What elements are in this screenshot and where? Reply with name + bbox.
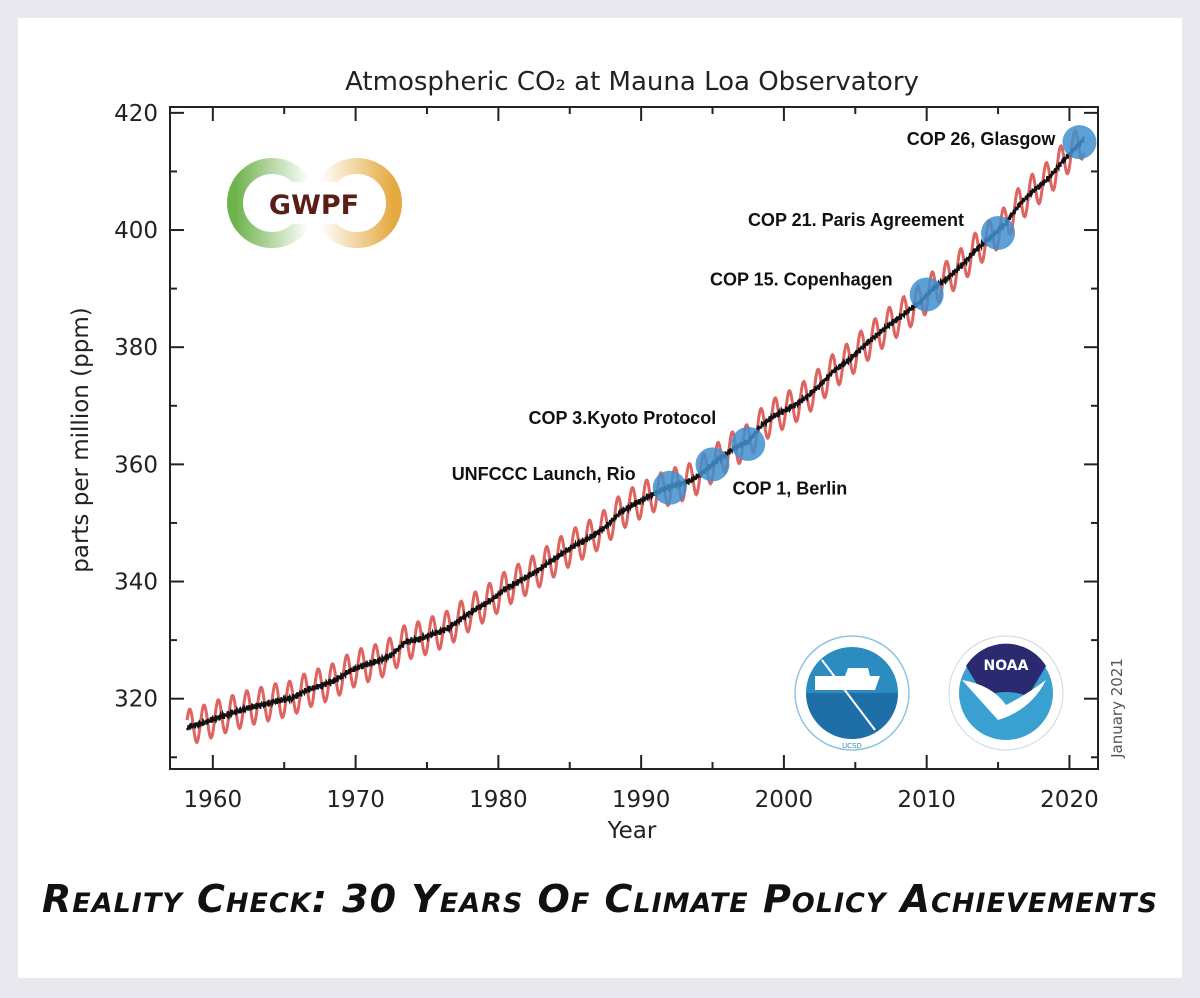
plot-frame	[169, 106, 1099, 770]
date-note: January 2021	[1108, 658, 1126, 759]
annotation-marker	[1062, 125, 1097, 160]
x-tick-label: 1960	[184, 787, 243, 813]
y-tick-label: 320	[114, 687, 158, 713]
y-tick-label: 380	[114, 335, 158, 361]
x-tick-label: 1980	[469, 787, 528, 813]
noaa-logo: NOAA	[948, 635, 1064, 751]
annotation-marker	[695, 447, 730, 482]
y-tick-label: 340	[114, 570, 158, 596]
y-axis-label: parts per million (ppm)	[68, 307, 94, 572]
gwpf-logo: GWPF	[227, 158, 402, 248]
x-tick-label: 1970	[326, 787, 385, 813]
annotation-label: COP 15. Copenhagen	[710, 269, 893, 289]
noaa-logo-text: NOAA	[984, 658, 1029, 674]
annotation-label: COP 26, Glasgow	[907, 129, 1057, 149]
x-tick-label: 2000	[755, 787, 814, 813]
annotation-label: COP 3.Kyoto Protocol	[529, 408, 717, 428]
annotation-marker	[909, 277, 944, 312]
annotation-label: UNFCCC Launch, Rio	[452, 464, 636, 484]
annotation-marker	[731, 426, 766, 461]
x-tick-label: 2020	[1040, 787, 1099, 813]
annotation-marker	[981, 215, 1016, 250]
caption: Reality Check: 30 Years Of Climate Polic…	[42, 877, 1158, 921]
scripps-logo: UCSD	[794, 635, 910, 751]
y-tick-label: 360	[114, 452, 158, 478]
annotation-label: COP 1, Berlin	[733, 478, 848, 498]
annotation-label: COP 21. Paris Agreement	[748, 210, 964, 230]
gwpf-logo-text: GWPF	[269, 190, 359, 221]
annotation-marker	[652, 470, 687, 505]
x-tick-label: 2010	[897, 787, 956, 813]
scripps-logo-text: UCSD	[842, 742, 862, 750]
x-tick-label: 1990	[612, 787, 671, 813]
card	[18, 18, 1182, 978]
chart-title: Atmospheric CO₂ at Mauna Loa Observatory	[345, 67, 919, 97]
x-axis-label: Year	[607, 818, 657, 844]
monthly-co2-line	[185, 128, 1086, 745]
y-tick-label: 400	[114, 218, 158, 244]
y-tick-label: 420	[114, 101, 158, 127]
